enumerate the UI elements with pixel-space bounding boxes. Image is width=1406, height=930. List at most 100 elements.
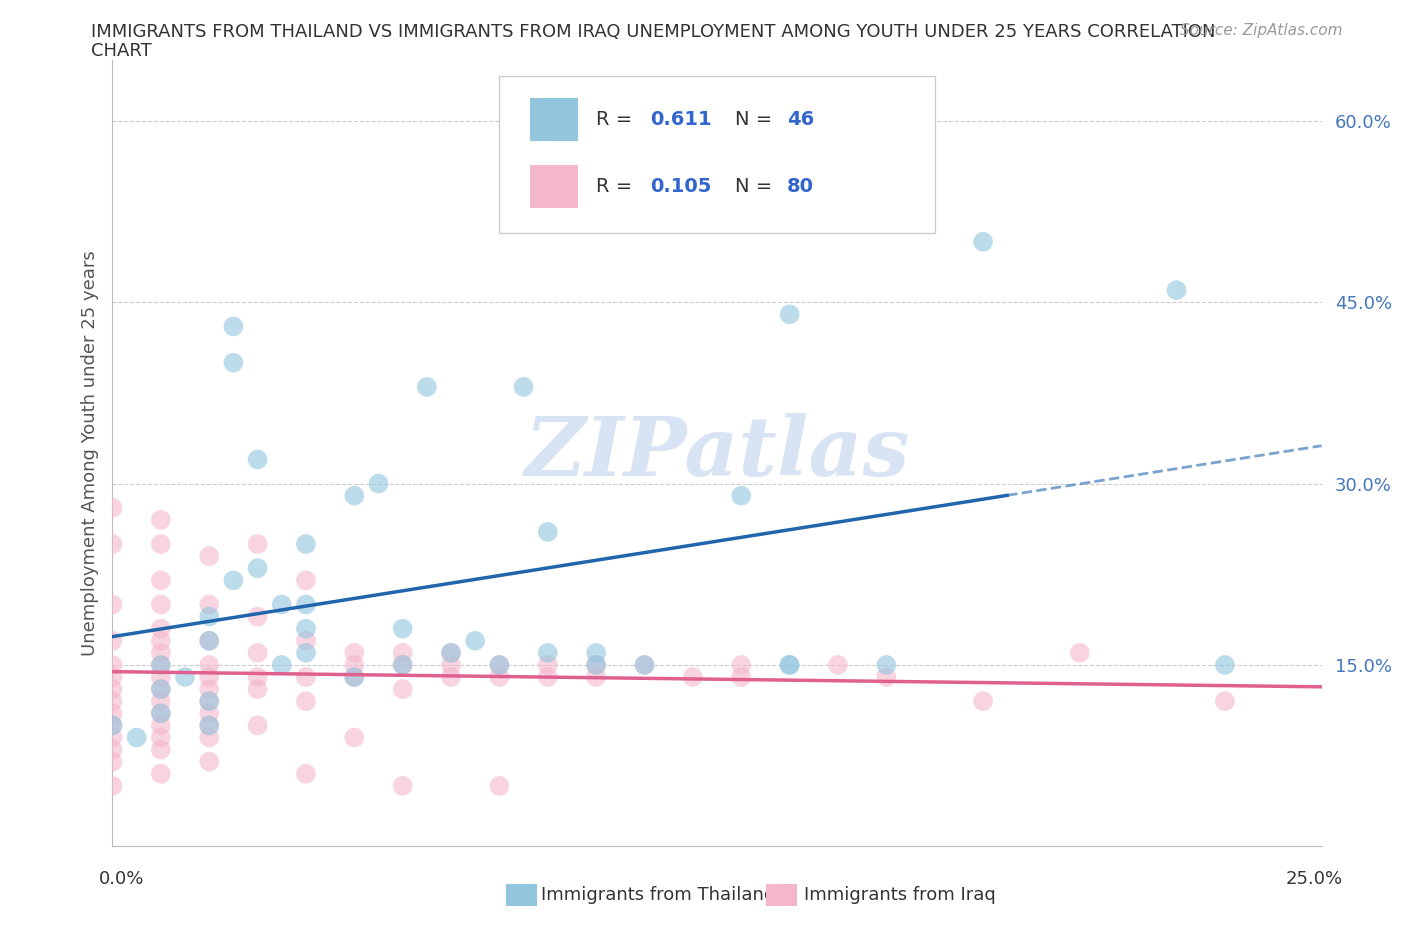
Point bbox=[779, 658, 801, 672]
Point bbox=[149, 694, 172, 709]
Bar bbox=[530, 165, 578, 207]
Point bbox=[416, 379, 439, 394]
Point bbox=[246, 718, 269, 733]
Point bbox=[246, 561, 269, 576]
Point bbox=[827, 658, 849, 672]
Point bbox=[246, 670, 269, 684]
Point bbox=[585, 670, 607, 684]
Point bbox=[633, 658, 655, 672]
Point bbox=[367, 476, 389, 491]
Point bbox=[1213, 658, 1236, 672]
Text: Immigrants from Iraq: Immigrants from Iraq bbox=[804, 885, 995, 904]
Point bbox=[537, 645, 560, 660]
Point bbox=[222, 355, 245, 370]
Point bbox=[270, 597, 292, 612]
Point bbox=[149, 658, 172, 672]
Text: N =: N = bbox=[735, 177, 779, 195]
Point bbox=[440, 645, 463, 660]
Point bbox=[875, 670, 897, 684]
Point bbox=[779, 658, 801, 672]
Point bbox=[440, 670, 463, 684]
Text: Source: ZipAtlas.com: Source: ZipAtlas.com bbox=[1180, 23, 1343, 38]
Point bbox=[730, 488, 752, 503]
Point bbox=[101, 682, 124, 697]
Point bbox=[149, 682, 172, 697]
Point bbox=[730, 670, 752, 684]
Point bbox=[779, 307, 801, 322]
Point bbox=[295, 537, 318, 551]
Text: 0.105: 0.105 bbox=[651, 177, 711, 195]
Point bbox=[198, 633, 221, 648]
Point bbox=[488, 658, 510, 672]
Point bbox=[149, 670, 172, 684]
Point bbox=[149, 742, 172, 757]
Text: 0.0%: 0.0% bbox=[98, 870, 143, 888]
Point bbox=[198, 718, 221, 733]
Point bbox=[343, 488, 366, 503]
Point bbox=[391, 778, 413, 793]
Point bbox=[198, 609, 221, 624]
Point bbox=[198, 694, 221, 709]
Point bbox=[149, 682, 172, 697]
Point bbox=[585, 658, 607, 672]
Text: 80: 80 bbox=[787, 177, 814, 195]
Point bbox=[295, 597, 318, 612]
Text: ZIPatlas: ZIPatlas bbox=[524, 413, 910, 494]
Point bbox=[730, 658, 752, 672]
Point bbox=[222, 573, 245, 588]
Point bbox=[149, 718, 172, 733]
Point bbox=[149, 730, 172, 745]
Point bbox=[149, 537, 172, 551]
Point bbox=[682, 670, 704, 684]
Point bbox=[101, 706, 124, 721]
Point bbox=[149, 766, 172, 781]
Point bbox=[149, 573, 172, 588]
Point bbox=[101, 718, 124, 733]
Point bbox=[343, 645, 366, 660]
Text: R =: R = bbox=[596, 110, 638, 129]
Point bbox=[246, 645, 269, 660]
Point bbox=[440, 658, 463, 672]
Point bbox=[295, 694, 318, 709]
Point bbox=[270, 658, 292, 672]
Point bbox=[972, 234, 994, 249]
Point bbox=[585, 645, 607, 660]
Point bbox=[1213, 694, 1236, 709]
Point bbox=[149, 597, 172, 612]
Bar bbox=[530, 98, 578, 141]
Point bbox=[198, 633, 221, 648]
Point bbox=[391, 658, 413, 672]
Point bbox=[149, 706, 172, 721]
Point bbox=[295, 645, 318, 660]
Point bbox=[537, 525, 560, 539]
Point bbox=[295, 573, 318, 588]
Point bbox=[391, 621, 413, 636]
Point bbox=[1069, 645, 1091, 660]
Point bbox=[488, 778, 510, 793]
Point bbox=[149, 621, 172, 636]
Point bbox=[391, 682, 413, 697]
Point bbox=[246, 537, 269, 551]
Point bbox=[101, 754, 124, 769]
Point bbox=[464, 633, 486, 648]
Text: CHART: CHART bbox=[91, 42, 152, 60]
Point bbox=[101, 718, 124, 733]
Point bbox=[246, 609, 269, 624]
Point bbox=[149, 633, 172, 648]
Point bbox=[149, 645, 172, 660]
Point bbox=[101, 778, 124, 793]
Text: IMMIGRANTS FROM THAILAND VS IMMIGRANTS FROM IRAQ UNEMPLOYMENT AMONG YOUTH UNDER : IMMIGRANTS FROM THAILAND VS IMMIGRANTS F… bbox=[91, 23, 1216, 41]
FancyBboxPatch shape bbox=[499, 76, 935, 233]
Point bbox=[101, 658, 124, 672]
Point bbox=[295, 633, 318, 648]
Point bbox=[1166, 283, 1188, 298]
Y-axis label: Unemployment Among Youth under 25 years: Unemployment Among Youth under 25 years bbox=[80, 250, 98, 657]
Point bbox=[198, 682, 221, 697]
Point bbox=[198, 658, 221, 672]
Point bbox=[101, 730, 124, 745]
Point bbox=[174, 670, 197, 684]
Point bbox=[343, 670, 366, 684]
Point bbox=[198, 597, 221, 612]
Point bbox=[246, 452, 269, 467]
Point bbox=[633, 658, 655, 672]
